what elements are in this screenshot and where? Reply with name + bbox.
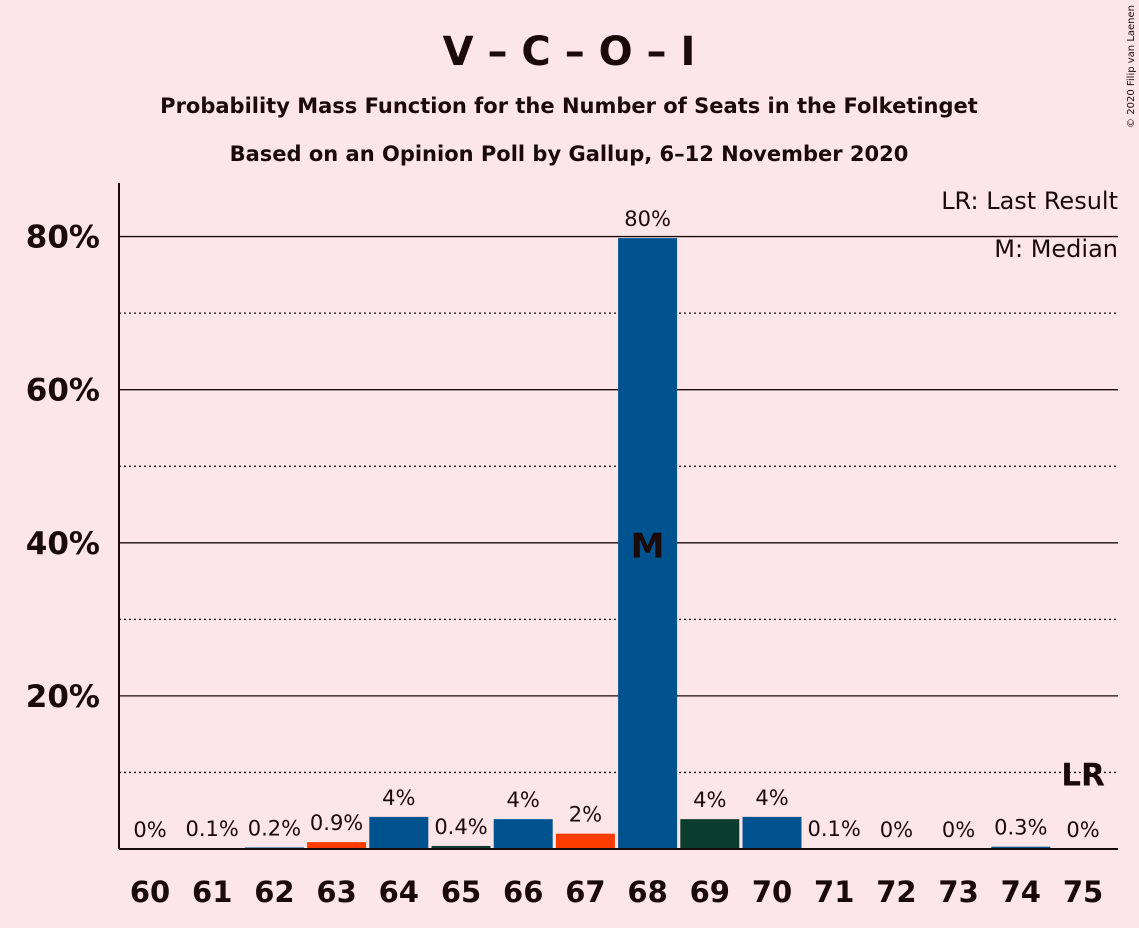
copyright-note: © 2020 Filip van Laenen — [1126, 5, 1137, 128]
x-tick-label: 68 — [627, 875, 667, 909]
bar-seat-64 — [369, 816, 429, 849]
bar-seat-66 — [493, 819, 553, 849]
bar-seat-68 — [618, 238, 678, 849]
x-tick-label: 64 — [379, 875, 419, 909]
x-axis-ticks: 60 61 62 63 64 65 66 67 68 69 70 71 72 73 74 75 — [130, 875, 1103, 909]
y-axis-ticks: 20% 40% 60% 80% — [26, 220, 100, 715]
legend-last-result: LR: Last Result — [941, 187, 1118, 215]
y-tick-label: 40% — [26, 526, 100, 562]
data-label-seat-67: 2% — [569, 803, 602, 827]
x-tick-label: 71 — [814, 875, 854, 909]
chart-subtitle-line1: Probability Mass Function for the Number… — [160, 94, 978, 118]
data-label-seat-64: 4% — [382, 786, 415, 810]
x-tick-label: 60 — [130, 875, 170, 909]
last-result-marker: LR — [1061, 757, 1105, 793]
data-labels: 0% 0.1% 0.2% 0.9% 4% 0.4% 4% 2% 80% M 4% 4% 0.1% 0% 0%… — [133, 207, 1105, 842]
grid-lines — [119, 235, 1118, 774]
data-label-seat-60: 0% — [133, 818, 166, 842]
chart-title: V – C – O – I — [443, 29, 696, 75]
data-label-seat-62: 0.2% — [248, 816, 301, 840]
median-marker: M — [631, 527, 665, 567]
bar-seat-69 — [680, 819, 740, 849]
x-tick-label: 73 — [938, 875, 978, 909]
data-label-seat-61: 0.1% — [186, 817, 239, 841]
bar-seat-63 — [307, 842, 367, 849]
x-tick-label: 62 — [254, 875, 294, 909]
y-tick-label: 20% — [26, 679, 100, 715]
x-tick-label: 70 — [752, 875, 792, 909]
x-tick-label: 66 — [503, 875, 543, 909]
data-label-seat-63: 0.9% — [310, 811, 363, 835]
legend-median: M: Median — [994, 235, 1118, 263]
x-tick-label: 67 — [565, 875, 605, 909]
data-label-seat-70: 4% — [755, 786, 788, 810]
bar-seat-74 — [991, 846, 1051, 849]
bars — [182, 238, 1051, 849]
data-label-seat-73: 0% — [942, 818, 975, 842]
bar-seat-65 — [431, 845, 491, 849]
x-tick-label: 63 — [316, 875, 356, 909]
data-label-seat-74: 0.3% — [994, 816, 1047, 840]
data-label-seat-75: 0% — [1066, 818, 1099, 842]
x-tick-label: 75 — [1063, 875, 1103, 909]
x-tick-label: 69 — [690, 875, 730, 909]
x-tick-label: 61 — [192, 875, 232, 909]
y-tick-label: 80% — [26, 220, 100, 256]
x-tick-label: 72 — [876, 875, 916, 909]
chart-subtitle-line2: Based on an Opinion Poll by Gallup, 6–12… — [230, 142, 909, 166]
x-tick-label: 74 — [1001, 875, 1041, 909]
data-label-seat-69: 4% — [693, 788, 726, 812]
data-label-seat-72: 0% — [880, 818, 913, 842]
x-tick-label: 65 — [441, 875, 481, 909]
y-tick-label: 60% — [26, 373, 100, 409]
bar-seat-67 — [555, 833, 615, 849]
data-label-seat-71: 0.1% — [808, 817, 861, 841]
bar-seat-70 — [742, 816, 802, 849]
data-label-seat-68: 80% — [624, 207, 671, 231]
data-label-seat-66: 4% — [507, 788, 540, 812]
data-label-seat-65: 0.4% — [434, 815, 487, 839]
